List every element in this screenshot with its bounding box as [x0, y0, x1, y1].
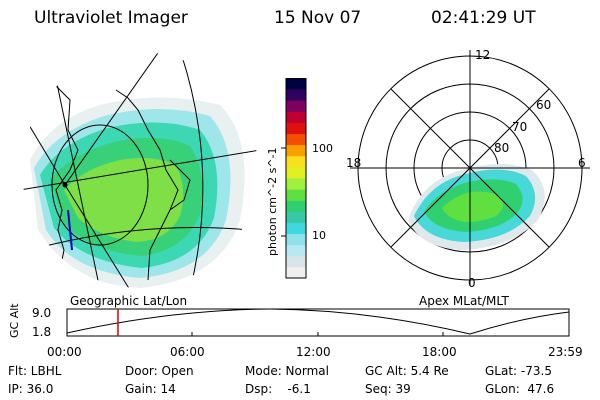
colorbar-segment	[286, 244, 306, 257]
aurora-emission	[30, 97, 245, 288]
geographic-image	[22, 52, 258, 288]
mlt-label-0: 0	[468, 276, 476, 290]
info-ip: IP: 36.0	[8, 382, 54, 396]
date-label: 15 Nov 07	[274, 8, 362, 28]
info-door: Door: Open	[125, 364, 194, 378]
info-flt: Flt: LBHL	[8, 364, 62, 378]
time-tick-1800: 18:00	[422, 345, 457, 359]
time-tick-1200: 12:00	[296, 345, 331, 359]
aurora-oval	[408, 164, 545, 250]
info-glat: GLat: -73.5	[485, 364, 552, 378]
colorbar-segment	[286, 222, 306, 235]
altitude-ylabel: GC Alt	[8, 303, 21, 338]
colorbar-segment	[286, 111, 306, 123]
mlt-label-6: 6	[578, 156, 586, 170]
colorbar-segment	[286, 255, 306, 268]
colorbar-segment	[286, 166, 306, 179]
polar-map	[350, 50, 590, 286]
altitude-curve	[66, 308, 570, 335]
colorbar-tick-10: 10	[312, 229, 326, 242]
colorbar-segment	[286, 266, 306, 279]
colorbar-segment	[286, 200, 306, 212]
mlat-label-70: 70	[512, 120, 528, 134]
colorbar-segment	[286, 144, 306, 157]
color-bar: photon cm^-2 s^-1	[266, 78, 307, 279]
colorbar-segment	[286, 233, 306, 246]
info-dsp: Dsp: -6.1	[245, 382, 311, 396]
info-glon: GLon: 47.6	[485, 382, 555, 396]
info-gain: Gain: 14	[125, 382, 176, 396]
time-tick-0600: 06:00	[170, 345, 205, 359]
colorbar-segment	[286, 78, 306, 90]
colorbar-segment	[286, 100, 306, 112]
colorbar-segment	[286, 89, 306, 101]
instrument-title: Ultraviolet Imager	[34, 8, 188, 28]
mlat-label-60: 60	[536, 98, 552, 112]
colorbar-segment	[286, 155, 306, 168]
info-gc-alt: GC Alt: 5.4 Re	[365, 364, 449, 378]
time-tick-0000: 00:00	[47, 345, 82, 359]
colorbar-segment	[286, 133, 306, 146]
colorbar-segment	[286, 189, 306, 201]
colorbar-segment	[286, 211, 306, 223]
mlt-label-12: 12	[475, 48, 491, 62]
mlat-label-80: 80	[494, 141, 510, 155]
altitude-ytick-1-8: 1.8	[32, 325, 52, 339]
mlt-label-18: 18	[346, 156, 362, 170]
apex-caption: Apex MLat/MLT	[419, 294, 509, 308]
colorbar-tick-100: 100	[312, 142, 333, 155]
geographic-caption: Geographic Lat/Lon	[70, 294, 188, 308]
altitude-ytick-9: 9.0	[32, 306, 52, 320]
info-seq: Seq: 39	[365, 382, 411, 396]
altitude-plot: GC Alt	[8, 303, 570, 338]
coastline	[49, 79, 191, 281]
time-tick-2359: 23:59	[548, 345, 583, 359]
colorbar-segment	[286, 122, 306, 135]
time-label: 02:41:29 UT	[431, 8, 536, 28]
colorbar-segment	[286, 178, 306, 190]
colorbar-unit-label: photon cm^-2 s^-1	[266, 147, 279, 256]
info-mode: Mode: Normal	[245, 364, 329, 378]
lat-lon-grid	[22, 52, 258, 288]
